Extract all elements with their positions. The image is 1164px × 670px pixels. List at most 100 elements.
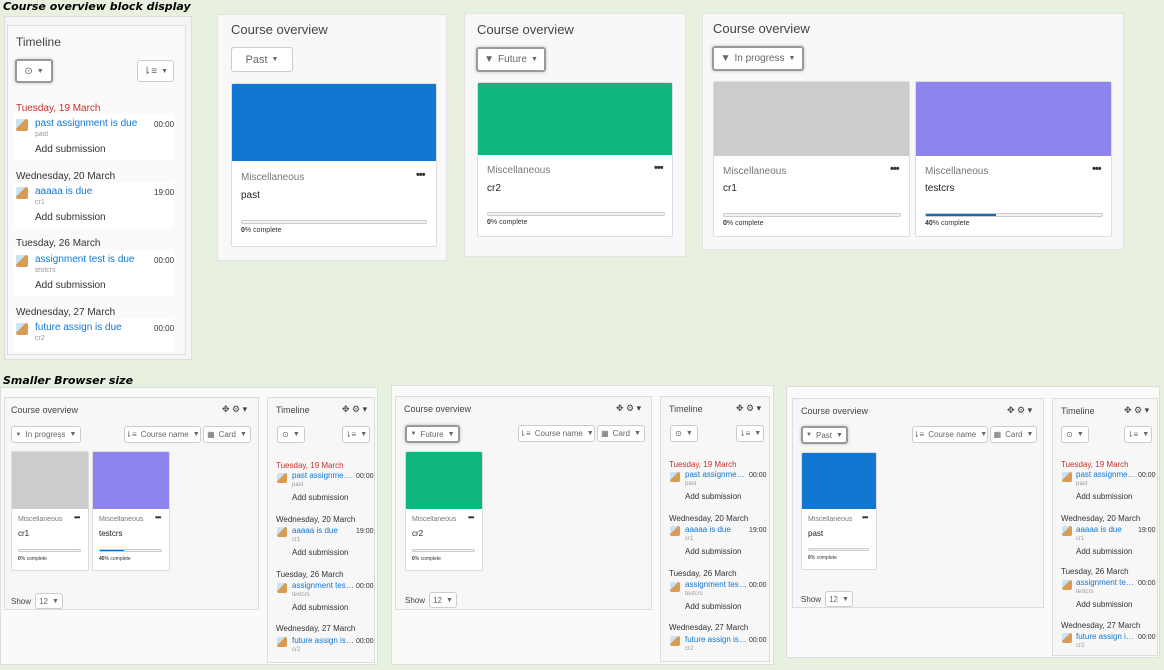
show-count-button[interactable]: 12 ▼: [429, 592, 457, 608]
progress-label: 0% complete: [241, 227, 281, 234]
add-submission-link[interactable]: Add submission: [35, 212, 106, 223]
course-card-cr2[interactable]: Miscellaneous ••• cr2 0% complete: [477, 82, 673, 237]
timeline-event-course: cr2: [292, 647, 301, 653]
course-category: Miscellaneous: [487, 165, 551, 176]
filter-past-button[interactable]: ▼ Past ▼: [801, 426, 848, 444]
course-menu-icon[interactable]: •••: [416, 169, 426, 181]
course-card-past[interactable]: Miscellaneous ••• past 0% complete: [231, 83, 437, 247]
add-submission-link[interactable]: Add submission: [35, 280, 106, 291]
timeline-event-link[interactable]: assignment test...: [292, 581, 354, 590]
timeline-event-link[interactable]: aaaaa is due: [35, 186, 93, 197]
course-name[interactable]: cr2: [412, 529, 424, 538]
course-menu-icon[interactable]: •••: [74, 513, 80, 522]
timeline-event-link[interactable]: past assignment is due: [35, 118, 138, 129]
timeline-small-panel: Timeline ✥ ⚙ ▾ ⊙ ▼ ⇂≡ ▼ Tuesday, 19 March …: [267, 397, 375, 663]
sort-course-name-button[interactable]: ⇂≡ Course name ▼: [912, 426, 988, 443]
timeline-event-link[interactable]: assignment test...: [1076, 578, 1136, 587]
filter-past-button[interactable]: Past ▼: [231, 47, 293, 72]
block-controls-icon[interactable]: ✥ ⚙ ▾: [342, 404, 368, 414]
timeline-event-course: cr1: [1076, 536, 1085, 542]
course-card-testcrs[interactable]: Miscellaneous ••• testcrs 40% complete: [915, 81, 1112, 237]
course-card-cr1[interactable]: Miscellaneous ••• cr1 0% complete: [11, 451, 89, 571]
course-card-past[interactable]: Miscellaneous ••• past 0% complete: [801, 452, 877, 570]
filter-future-button[interactable]: ▼ Future ▼: [405, 425, 460, 443]
course-card-cr2[interactable]: Miscellaneous ••• cr2 0% complete: [405, 451, 483, 571]
grid-icon: ▦: [207, 430, 215, 439]
add-submission-link[interactable]: Add submission: [292, 548, 349, 557]
block-controls-icon[interactable]: ✥ ⚙ ▾: [1007, 405, 1033, 415]
timeline-event-link[interactable]: assignment test is due: [35, 254, 135, 265]
course-overview-title: Course overview: [231, 22, 328, 37]
course-menu-icon[interactable]: •••: [862, 513, 868, 522]
course-name[interactable]: cr1: [18, 529, 30, 538]
timeline-filter-button[interactable]: ⊙ ▼: [277, 426, 305, 443]
course-overview-title: Course overview: [801, 406, 869, 416]
timeline-sort-button[interactable]: ⇂≡ ▼: [342, 426, 370, 443]
add-submission-link[interactable]: Add submission: [35, 144, 106, 155]
progress-fill: [926, 214, 997, 216]
course-image: [478, 83, 672, 155]
block-controls-icon[interactable]: ✥ ⚙ ▾: [616, 403, 642, 413]
block-controls-icon[interactable]: ✥ ⚙ ▾: [222, 404, 248, 414]
timeline-event-link[interactable]: aaaaa is due: [685, 525, 731, 534]
filter-inprogress-button[interactable]: ▼ In progress ▼: [712, 46, 804, 71]
sort-course-name-button[interactable]: ⇂≡ Course name ▼: [124, 426, 201, 443]
timeline-filter-button[interactable]: ⊙ ▼: [15, 59, 53, 83]
course-card-cr1[interactable]: Miscellaneous ••• cr1 0% complete: [713, 81, 910, 237]
add-submission-link[interactable]: Add submission: [685, 492, 742, 501]
view-card-button[interactable]: ▦ Card ▼: [597, 425, 645, 442]
timeline-event-time: 00:00: [154, 120, 175, 129]
block-controls-icon[interactable]: ✥ ⚙ ▾: [1124, 405, 1150, 415]
course-menu-icon[interactable]: •••: [654, 162, 664, 174]
course-image: [12, 452, 88, 509]
assignment-icon: [277, 527, 287, 537]
timeline-event-link[interactable]: future assign is due: [35, 322, 122, 333]
timeline-event-link[interactable]: aaaaa is due: [292, 526, 338, 535]
timeline-event-link[interactable]: future assign is ...: [685, 635, 747, 644]
view-card-button[interactable]: ▦ Card ▼: [203, 426, 251, 443]
filter-future-button[interactable]: ▼ Future ▼: [476, 47, 546, 72]
course-overview-small-panel: Course overview ✥ ⚙ ▾ ▼ Past ▼ ⇂≡ Course na…: [792, 398, 1044, 608]
timeline-event-link[interactable]: assignment test...: [685, 580, 747, 589]
sort-course-name-button[interactable]: ⇂≡ Course name ▼: [518, 425, 595, 442]
timeline-filter-button[interactable]: ⊙ ▼: [1061, 426, 1089, 443]
course-name[interactable]: cr1: [723, 183, 737, 194]
add-submission-link[interactable]: Add submission: [1076, 492, 1133, 501]
chevron-down-icon: ▼: [192, 431, 200, 438]
show-count-button[interactable]: 12 ▼: [825, 591, 853, 607]
assignment-icon: [16, 119, 28, 131]
add-submission-link[interactable]: Add submission: [1076, 547, 1133, 556]
show-count-button[interactable]: 12 ▼: [35, 593, 63, 609]
block-controls-icon[interactable]: ✥ ⚙ ▾: [736, 403, 762, 413]
course-menu-icon[interactable]: •••: [468, 513, 474, 522]
view-card-button[interactable]: ▦ Card ▼: [990, 426, 1037, 443]
course-name[interactable]: past: [808, 529, 824, 538]
timeline-event-link[interactable]: future assign is ...: [292, 636, 354, 645]
course-name[interactable]: cr2: [487, 183, 501, 194]
timeline-sort-button[interactable]: ⇂≡ ▼: [1124, 426, 1152, 443]
course-name[interactable]: testcrs: [925, 183, 955, 194]
course-name[interactable]: past: [241, 190, 260, 201]
add-submission-link[interactable]: Add submission: [1076, 600, 1133, 609]
timeline-sort-button[interactable]: ⇂≡ ▼: [736, 425, 764, 442]
timeline-event-link[interactable]: past assignmen...: [292, 471, 354, 480]
filter-inprogress-button[interactable]: ▼ In progress ▼: [11, 426, 81, 443]
timeline-event-link[interactable]: future assign is ...: [1076, 632, 1136, 641]
timeline-event-course: past: [1076, 481, 1088, 487]
progress-suffix: % complete: [932, 220, 970, 227]
timeline-event-link[interactable]: past assignmen...: [685, 470, 747, 479]
course-menu-icon[interactable]: •••: [890, 163, 900, 175]
course-name[interactable]: testcrs: [99, 529, 123, 538]
timeline-event-link[interactable]: aaaaa is due: [1076, 525, 1122, 534]
timeline-date: Wednesday, 27 March: [1061, 621, 1141, 630]
course-card-testcrs[interactable]: Miscellaneous ••• testcrs 40% complete: [92, 451, 170, 571]
timeline-sort-button[interactable]: ⇂≡ ▼: [137, 60, 174, 82]
add-submission-link[interactable]: Add submission: [292, 603, 349, 612]
add-submission-link[interactable]: Add submission: [292, 493, 349, 502]
add-submission-link[interactable]: Add submission: [685, 547, 742, 556]
timeline-event-link[interactable]: past assignmen...: [1076, 470, 1136, 479]
timeline-filter-button[interactable]: ⊙ ▼: [670, 425, 698, 442]
course-menu-icon[interactable]: •••: [1092, 163, 1102, 175]
add-submission-link[interactable]: Add submission: [685, 602, 742, 611]
course-menu-icon[interactable]: •••: [155, 513, 161, 522]
